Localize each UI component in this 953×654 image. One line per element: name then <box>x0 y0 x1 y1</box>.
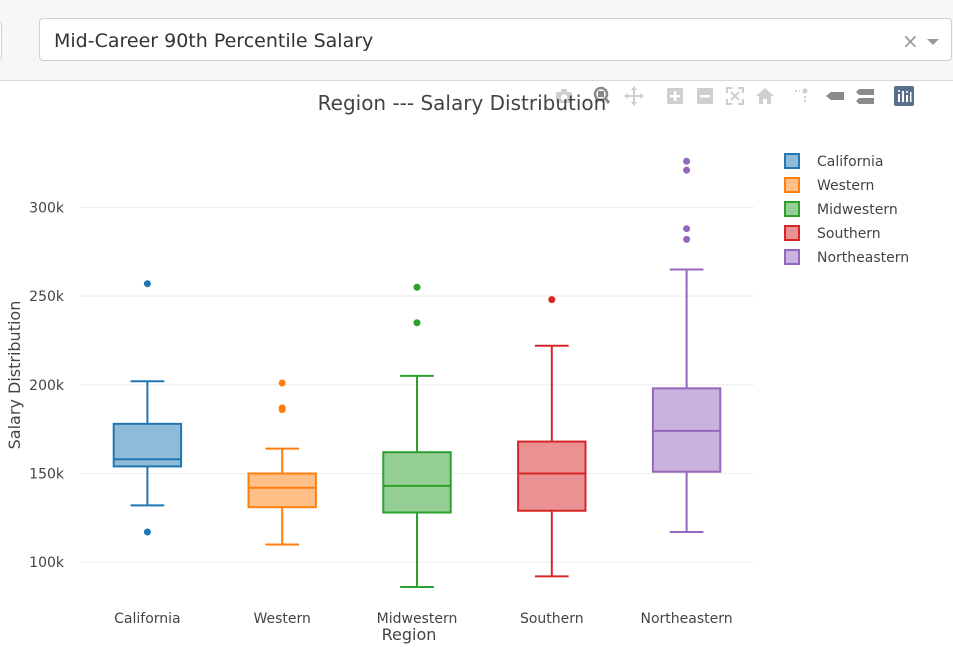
y-tick-label: 100k <box>29 555 65 571</box>
pan-icon[interactable] <box>623 85 645 107</box>
x-tick-label: Midwestern <box>377 611 458 627</box>
box-iqr <box>517 440 587 512</box>
outlier-point <box>683 166 691 174</box>
x-tick-label: Southern <box>520 611 584 627</box>
legend-swatch <box>784 153 800 169</box>
outlier-point <box>683 157 691 165</box>
legend-item-northeastern[interactable]: Northeastern <box>784 249 909 266</box>
box-traces <box>112 157 722 589</box>
outlier-point <box>278 404 286 412</box>
y-tick-label: 150k <box>29 467 65 483</box>
legend-swatch <box>784 225 800 241</box>
legend-swatch <box>784 249 800 265</box>
outlier-point <box>683 235 691 243</box>
box-northeastern <box>651 157 722 534</box>
x-axis-label: Region <box>382 625 437 644</box>
hover-compare-icon[interactable] <box>854 85 876 107</box>
chart-title: Region --- Salary Distribution <box>318 91 607 115</box>
outlier-point <box>548 296 556 304</box>
legend-label: Southern <box>817 226 881 242</box>
legend-item-southern[interactable]: Southern <box>784 225 881 242</box>
hover-closest-icon[interactable] <box>824 85 846 107</box>
box-western <box>247 379 317 546</box>
legend-item-california[interactable]: California <box>784 153 883 170</box>
outlier-point <box>143 280 151 288</box>
legend-label: Western <box>817 178 874 194</box>
box-california <box>112 280 183 536</box>
outlier-point <box>143 528 151 536</box>
outlier-point <box>413 283 421 291</box>
legend-swatch <box>784 177 800 193</box>
outlier-point <box>278 379 286 387</box>
filter-bar: Mid-Career 90th Percentile Salary × <box>0 0 953 81</box>
legend-label: California <box>817 154 883 170</box>
legend-item-western[interactable]: Western <box>784 177 874 194</box>
y-tick-label: 250k <box>29 289 65 305</box>
autoscale-icon[interactable] <box>724 85 746 107</box>
zoom-out-icon[interactable] <box>694 85 716 107</box>
legend-label: Midwestern <box>817 202 898 218</box>
y-axis-ticks: 100k 150k 200k 250k 300k <box>29 200 65 571</box>
box-iqr <box>247 472 317 509</box>
legend-swatch <box>784 201 800 217</box>
legend: California Western Midwestern Southern North… <box>784 153 909 266</box>
y-axis-label: Salary Distribution <box>5 301 24 450</box>
metric-dropdown[interactable]: Mid-Career 90th Percentile Salary × <box>39 18 952 61</box>
x-tick-label: Western <box>253 611 310 627</box>
box-plot: 100k 150k 200k 250k 300k California Western Mi… <box>5 91 909 644</box>
plotly-logo-icon[interactable] <box>893 85 915 107</box>
zoom-icon[interactable] <box>591 85 613 107</box>
zoom-in-icon[interactable] <box>664 85 686 107</box>
box-iqr <box>382 451 452 514</box>
legend-label: Northeastern <box>817 250 909 266</box>
x-tick-label: Northeastern <box>641 611 733 627</box>
chevron-down-icon[interactable] <box>927 39 939 45</box>
outlier-point <box>413 319 421 327</box>
camera-icon[interactable] <box>553 85 575 107</box>
metric-dropdown-value: Mid-Career 90th Percentile Salary <box>54 30 374 52</box>
legend-item-midwestern[interactable]: Midwestern <box>784 201 898 218</box>
x-tick-label: California <box>114 611 180 627</box>
x-axis-ticks: California Western Midwestern Southern North… <box>114 611 733 627</box>
reset-axes-icon[interactable] <box>754 85 776 107</box>
y-tick-label: 300k <box>29 200 65 216</box>
clear-icon[interactable]: × <box>902 29 919 53</box>
outlier-point <box>683 225 691 233</box>
spike-lines-icon[interactable] <box>790 85 812 107</box>
y-tick-label: 200k <box>29 378 65 394</box>
box-southern <box>517 296 587 578</box>
box-midwestern <box>382 283 452 589</box>
sidebar-toggle-stub[interactable] <box>0 22 2 60</box>
